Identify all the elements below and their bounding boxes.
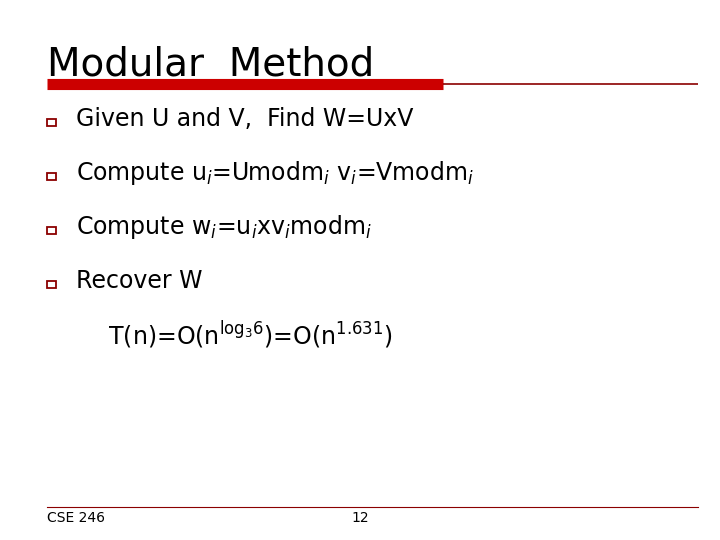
Bar <box>47 173 56 180</box>
Text: Recover W: Recover W <box>76 269 202 293</box>
Text: Compute u$_i$=Umodm$_i$ v$_i$=Vmodm$_i$: Compute u$_i$=Umodm$_i$ v$_i$=Vmodm$_i$ <box>76 159 474 187</box>
Text: CSE 246: CSE 246 <box>47 511 105 525</box>
Text: T(n)=O(n$^{\mathsf{log_36}}$)=O(n$^{\mathsf{1. 631}}$): T(n)=O(n$^{\mathsf{log_36}}$)=O(n$^{\mat… <box>86 319 393 350</box>
Text: Compute w$_i$=u$_i$xv$_i$modm$_i$: Compute w$_i$=u$_i$xv$_i$modm$_i$ <box>76 213 372 241</box>
Bar <box>47 227 56 234</box>
Text: Modular  Method: Modular Method <box>47 46 374 84</box>
Text: Given U and V,  Find W=UxV: Given U and V, Find W=UxV <box>76 107 413 131</box>
Text: 12: 12 <box>351 511 369 525</box>
Bar <box>47 119 56 126</box>
Bar <box>47 281 56 288</box>
